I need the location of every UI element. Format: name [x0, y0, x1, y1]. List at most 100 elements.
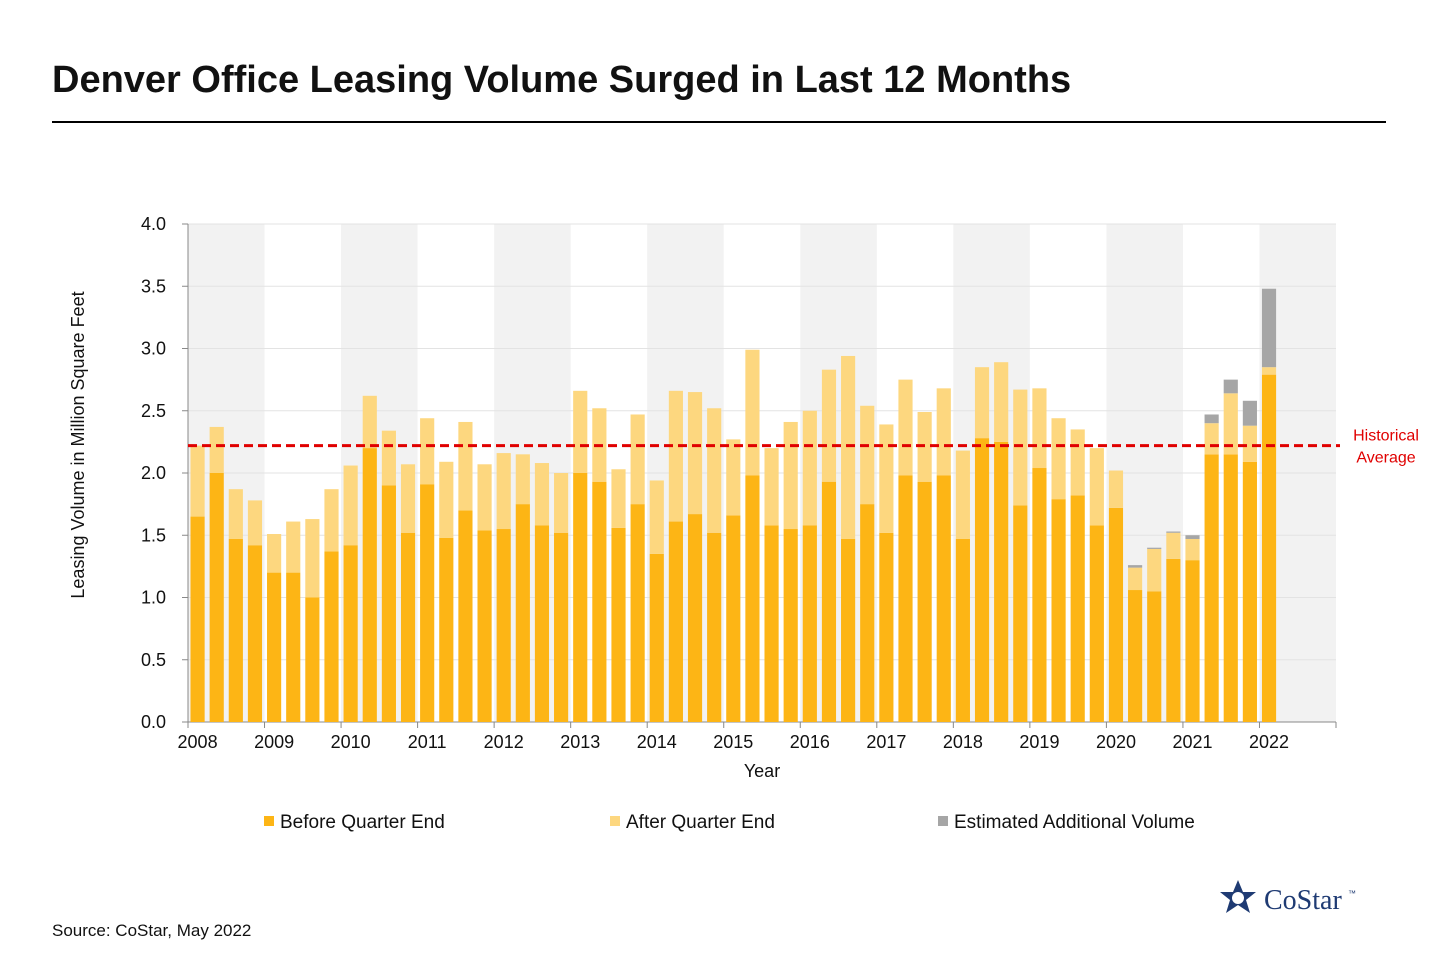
source: Source: CoStar, May 2022: [52, 921, 251, 940]
bar-segment: [974, 367, 990, 439]
x-tick-label: 2008: [178, 732, 218, 752]
bar-segment: [687, 514, 703, 722]
bar-segment: [554, 473, 569, 533]
x-tick-label: 2016: [790, 732, 830, 752]
x-tick-label: 2012: [484, 732, 524, 752]
bar-segment: [649, 480, 664, 554]
bar-segment: [860, 405, 875, 505]
bar-segment: [898, 475, 913, 722]
bar-segment: [1204, 414, 1219, 424]
bar-segment: [247, 500, 263, 546]
bar-segment: [630, 414, 645, 505]
bar-segment: [668, 390, 683, 522]
bar-segment: [324, 551, 339, 722]
bar-segment: [1223, 379, 1238, 394]
bar-segment: [1032, 388, 1047, 469]
bar-segment: [1185, 560, 1200, 722]
bar-segment: [400, 532, 416, 722]
bar-segment: [458, 421, 473, 511]
bar-segment: [247, 545, 263, 722]
bar-segment: [974, 438, 990, 722]
bar-segment: [1032, 468, 1047, 722]
x-tick-label: 2021: [1172, 732, 1212, 752]
bar-segment: [726, 515, 741, 722]
bar-segment: [515, 454, 530, 505]
bar-segment: [1185, 535, 1200, 539]
bar-segment: [1223, 454, 1238, 722]
bar-segment: [1261, 374, 1277, 722]
bar-segment: [400, 464, 416, 533]
bar-segment: [1013, 389, 1028, 506]
bar-segment: [1261, 288, 1277, 368]
bar-segment: [1147, 547, 1162, 549]
bar-segment: [1242, 425, 1257, 462]
x-tick-label: 2014: [637, 732, 677, 752]
bar-segment: [1204, 454, 1219, 722]
bar-segment: [649, 553, 664, 722]
x-tick-label: 2013: [560, 732, 600, 752]
bar-segment: [496, 529, 511, 722]
bar-segment: [1108, 507, 1124, 722]
bar-segment: [917, 481, 932, 722]
legend-label: Before Quarter End: [280, 812, 445, 833]
y-tick-label: 4.0: [141, 214, 166, 234]
bar-segment: [534, 463, 550, 526]
bar-segment: [821, 481, 837, 722]
bar-segment: [573, 390, 588, 473]
bar-segment: [286, 572, 301, 722]
bar-segment: [534, 525, 550, 722]
bar-segment: [1051, 418, 1066, 500]
bar-segment: [707, 532, 722, 722]
bar-segment: [1242, 400, 1257, 426]
bar-segment: [1185, 538, 1200, 561]
reference-label: Average: [1356, 450, 1415, 467]
y-tick-label: 2.5: [141, 401, 166, 421]
bar-segment: [1147, 548, 1162, 592]
chart-title: Denver Office Leasing Volume Surged in L…: [52, 59, 1071, 101]
bar-segment: [324, 489, 339, 552]
bar-segment: [860, 504, 875, 722]
legend-swatch: [938, 816, 948, 826]
logo: CoStar: [1264, 885, 1342, 916]
x-tick-label: 2019: [1019, 732, 1059, 752]
bar-segment: [994, 362, 1009, 442]
bar-segment: [1166, 558, 1181, 722]
bar-segment: [879, 532, 894, 722]
bar-segment: [1128, 590, 1143, 722]
bar-segment: [994, 441, 1009, 722]
bar-segment: [1070, 429, 1085, 496]
bar-segment: [343, 465, 358, 546]
bar-segment: [305, 597, 320, 722]
x-axis-title: Year: [744, 761, 780, 781]
bar-segment: [477, 530, 492, 722]
bar-segment: [764, 448, 779, 526]
bar-segment: [936, 388, 951, 476]
bar-segment: [821, 369, 837, 482]
bar-segment: [898, 379, 913, 476]
bar-segment: [439, 461, 454, 538]
bar-segment: [1128, 567, 1143, 591]
bar-segment: [764, 525, 779, 722]
bar-segment: [420, 484, 435, 722]
bar-segment: [802, 525, 817, 722]
bar-segment: [477, 464, 492, 531]
x-tick-label: 2022: [1249, 732, 1289, 752]
bar-segment: [955, 538, 970, 722]
bar-segment: [783, 529, 798, 722]
logo-icon: [1220, 880, 1256, 913]
bar-segment: [343, 545, 358, 722]
bar-segment: [936, 475, 951, 722]
y-tick-label: 1.5: [141, 525, 166, 545]
bar-segment: [1089, 525, 1104, 722]
x-tick-label: 2010: [331, 732, 371, 752]
bar-segment: [305, 519, 320, 598]
bar-segment: [611, 469, 626, 528]
bar-segment: [1128, 565, 1143, 568]
y-tick-label: 1.0: [141, 588, 166, 608]
bar-segment: [745, 475, 760, 722]
bar-segment: [1051, 499, 1066, 722]
x-tick-label: 2015: [713, 732, 753, 752]
bar-segment: [802, 410, 817, 526]
bar-segment: [190, 445, 205, 517]
bar-segment: [841, 355, 856, 539]
